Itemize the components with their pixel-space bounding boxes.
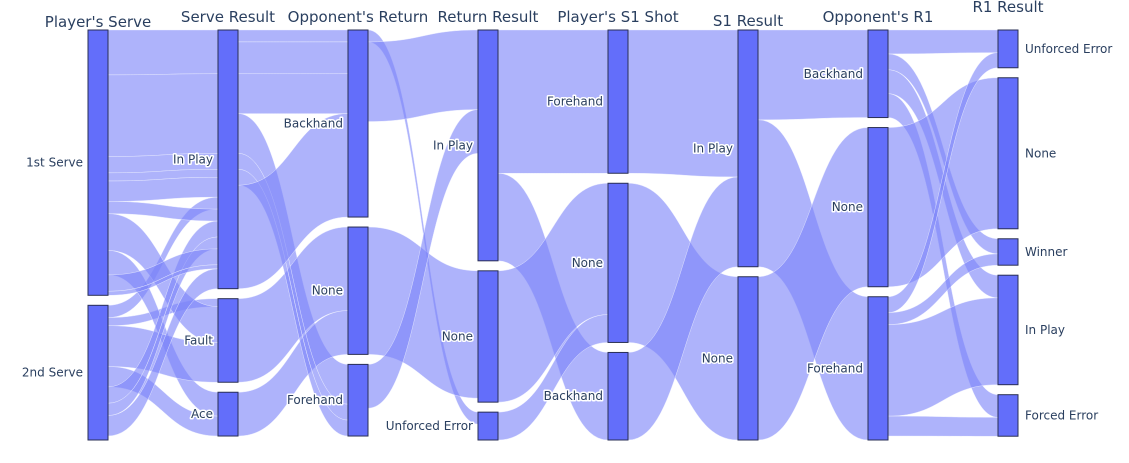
category-label: Backhand	[544, 389, 603, 403]
category-bar-layer	[87, 29, 1019, 441]
dimension-title[interactable]: Player's S1 Shot	[557, 8, 678, 26]
category-bar[interactable]	[347, 226, 369, 355]
flow-ribbon[interactable]	[237, 73, 349, 114]
category-bar[interactable]	[867, 127, 889, 288]
category-bar[interactable]	[997, 29, 1019, 69]
category-label: None	[1025, 146, 1056, 160]
category-label: Forehand	[807, 361, 863, 375]
category-bar[interactable]	[867, 29, 889, 119]
category-bar[interactable]	[607, 351, 629, 441]
category-label: Backhand	[804, 67, 863, 81]
dimension-title[interactable]: Return Result	[438, 8, 539, 26]
category-bar[interactable]	[997, 394, 1019, 437]
category-bar[interactable]	[607, 29, 629, 174]
dimension-title[interactable]: Opponent's R1	[823, 8, 934, 26]
flow-ribbon[interactable]	[107, 73, 219, 157]
category-label: Forehand	[547, 95, 603, 109]
category-label: In Play	[1025, 323, 1065, 337]
category-bar[interactable]	[217, 298, 239, 383]
category-label: Fault	[184, 333, 213, 347]
category-bar[interactable]	[737, 276, 759, 441]
dimension-title[interactable]: Player's Serve	[45, 13, 151, 31]
category-bar[interactable]	[347, 363, 369, 437]
dimension-title[interactable]: Serve Result	[181, 8, 275, 26]
category-bar[interactable]	[87, 29, 109, 296]
category-bar[interactable]	[997, 238, 1019, 266]
flow-ribbon[interactable]	[887, 29, 999, 55]
flow-ribbon[interactable]	[237, 41, 349, 74]
category-label: None	[832, 200, 863, 214]
category-bar[interactable]	[217, 391, 239, 437]
category-bar[interactable]	[737, 29, 759, 268]
category-label: None	[702, 351, 733, 365]
category-label: None	[442, 329, 473, 343]
dimension-title[interactable]: Opponent's Return	[288, 8, 429, 26]
category-label: Forehand	[287, 393, 343, 407]
category-label: Unforced Error	[386, 419, 473, 433]
category-label: Backhand	[284, 117, 343, 131]
category-bar[interactable]	[997, 77, 1019, 230]
category-bar[interactable]	[477, 270, 499, 403]
flow-ribbon[interactable]	[107, 177, 219, 202]
category-bar[interactable]	[477, 411, 499, 441]
category-label: None	[572, 256, 603, 270]
category-bar[interactable]	[87, 304, 109, 441]
category-label: 2nd Serve	[22, 366, 83, 380]
ribbon-layer	[107, 29, 999, 441]
category-label: Ace	[191, 407, 213, 421]
dimension-title[interactable]: S1 Result	[713, 12, 783, 30]
category-label: Unforced Error	[1025, 42, 1112, 56]
category-label: Winner	[1025, 245, 1068, 259]
category-label: Forced Error	[1025, 408, 1098, 422]
category-bar[interactable]	[347, 29, 369, 218]
flow-ribbon[interactable]	[367, 29, 479, 122]
category-label: In Play	[173, 152, 213, 166]
label-layer: Player's Serve 1st Serve 2nd Serve Serve Re…	[20, 0, 1113, 435]
category-label: In Play	[693, 141, 733, 155]
category-bar[interactable]	[217, 29, 239, 290]
flow-ribbon[interactable]	[237, 29, 349, 43]
dimension-title[interactable]: R1 Result	[972, 0, 1043, 16]
category-label: 1st Serve	[26, 156, 83, 170]
category-label: In Play	[433, 138, 473, 152]
category-bar[interactable]	[997, 274, 1019, 386]
flow-ribbon[interactable]	[107, 29, 219, 76]
flow-ribbon[interactable]	[887, 415, 999, 437]
category-bar[interactable]	[477, 29, 499, 262]
category-label: None	[312, 284, 343, 298]
category-bar[interactable]	[607, 182, 629, 343]
category-bar[interactable]	[867, 296, 889, 441]
